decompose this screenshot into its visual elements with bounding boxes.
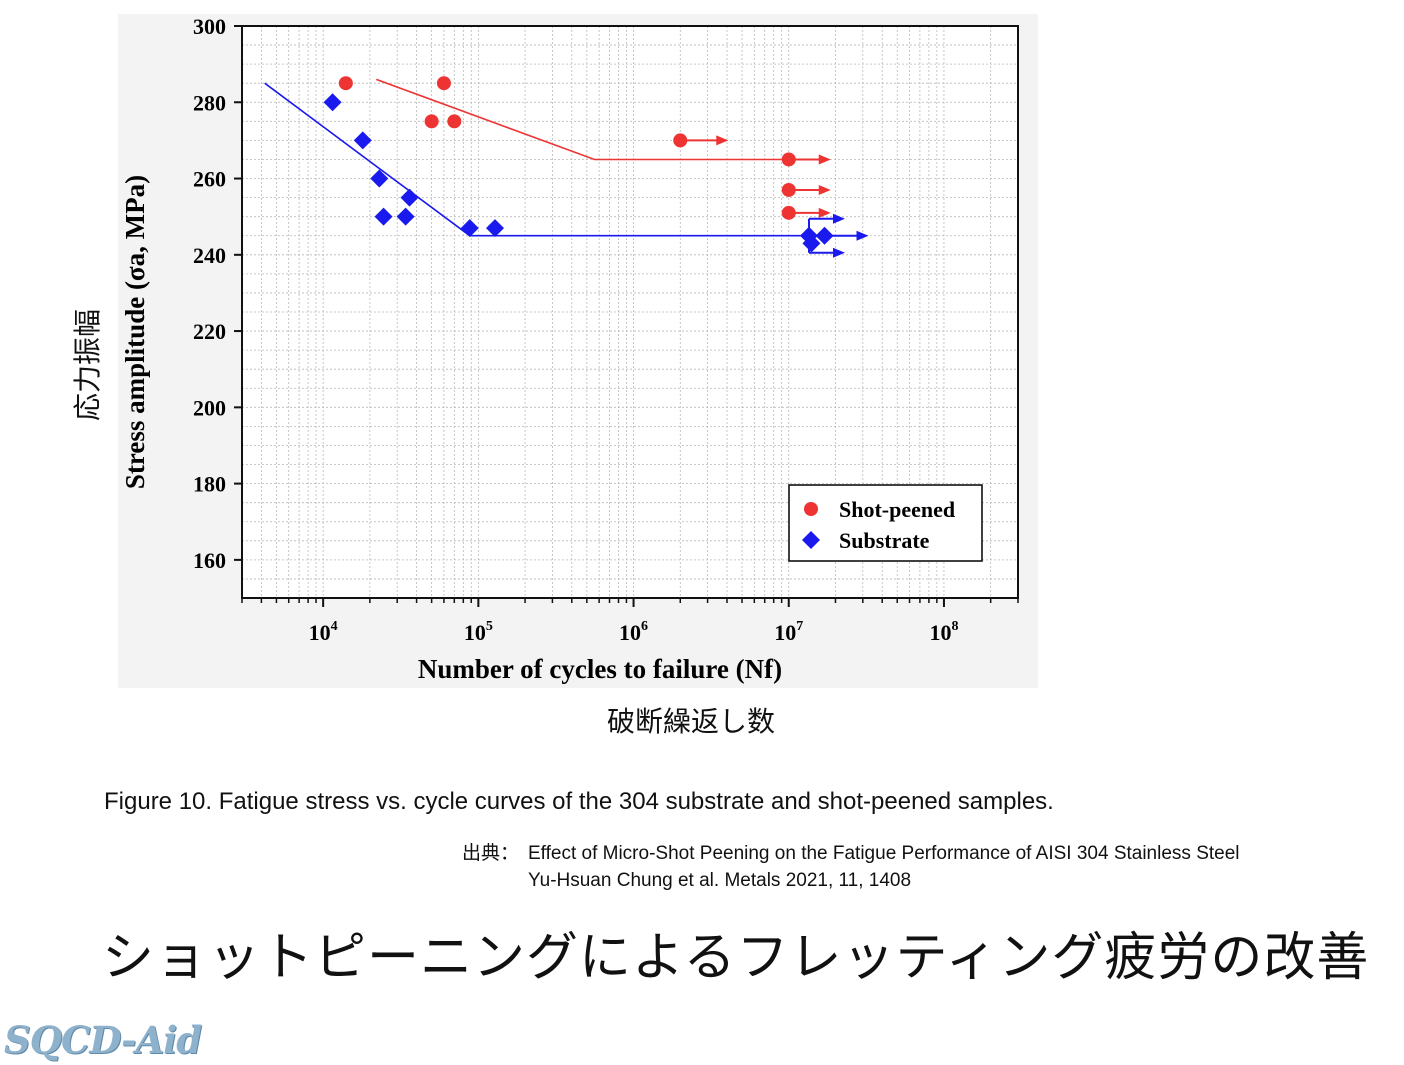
substrate-point (400, 188, 419, 207)
substrate-point (815, 226, 834, 245)
legend-marker-substrate (802, 531, 820, 549)
slide-title: ショットピーニングによるフレッティング疲労の改善 (102, 928, 1370, 988)
source-citation: 出典： Effect of Micro-Shot Peening on the F… (462, 840, 1240, 894)
y-tick-label: 220 (193, 319, 226, 344)
legend-marker-shot-peened (804, 502, 818, 516)
y-tick-label: 200 (193, 395, 226, 420)
shot-peened-point (447, 114, 462, 129)
runout-arrow-head (856, 230, 869, 241)
shot-peened-point (781, 152, 796, 167)
brand-logo: SQCD-Aid (4, 1018, 202, 1062)
substrate-point (460, 219, 479, 238)
x-tick-label: 107 (774, 619, 803, 645)
source-authors: Yu-Hsuan Chung et al. Metals 2021, 11, 1… (528, 870, 912, 891)
y-tick-label: 300 (193, 14, 226, 39)
figure-caption: Figure 10. Fatigue stress vs. cycle curv… (104, 788, 1054, 815)
fit-line-shot-peened (376, 78, 789, 161)
shot-peened-point (673, 133, 688, 148)
y-tick-label: 260 (193, 167, 226, 192)
substrate-point (353, 131, 372, 150)
y-tick-label: 180 (193, 472, 226, 497)
marker-layer (323, 76, 834, 253)
x-axis-japanese-label: 破断繰返し数 (606, 705, 776, 738)
source-paper-title: Effect of Micro-Shot Peening on the Fati… (528, 843, 1240, 864)
y-axis-title: Stress amplitude (σa, MPa) (120, 175, 150, 489)
x-tick-label: 108 (929, 619, 958, 645)
plot-frame (241, 25, 1019, 599)
shot-peened-point (436, 76, 451, 91)
substrate-point (374, 207, 393, 226)
runout-arrow-head (818, 154, 831, 165)
shot-peened-point (781, 205, 796, 220)
source-line-1: 出典： Effect of Micro-Shot Peening on the F… (462, 840, 1240, 867)
grid-layer (241, 25, 1019, 599)
substrate-point (802, 234, 821, 253)
axis-layer: 160 180 200 220 240 260 280 300 104 105 106 107 108 (193, 14, 1019, 645)
substrate-point (485, 219, 504, 238)
substrate-point (396, 207, 415, 226)
y-axis-japanese-label: 応力振幅 (71, 308, 104, 422)
shot-peened-point (338, 76, 353, 91)
runout-arrow-head (832, 247, 845, 258)
legend-label: Shot-peened (839, 497, 955, 522)
x-axis-title: Number of cycles to failure (Nf) (418, 654, 782, 684)
legend-box (788, 484, 983, 562)
x-tick-label: 106 (619, 619, 648, 645)
chart-panel: 160 180 200 220 240 260 280 300 104 105 106 107 108 … (118, 14, 1038, 688)
runout-arrow-head (818, 207, 831, 218)
x-tick-label: 105 (464, 619, 493, 645)
source-prefix: 出典： (462, 843, 520, 864)
runout-arrow-head (832, 213, 845, 224)
runout-arrow-head (818, 184, 831, 195)
y-tick-label: 160 (193, 548, 226, 573)
runout-arrow-head (716, 135, 729, 146)
legend-label: Substrate (839, 528, 930, 553)
shot-peened-point (781, 182, 796, 197)
y-tick-label: 240 (193, 243, 226, 268)
shot-peened-point (424, 114, 439, 129)
legend: Shot-peened Substrate (788, 484, 983, 562)
substrate-point (323, 93, 342, 112)
substrate-point (370, 169, 389, 188)
y-tick-label: 280 (193, 90, 226, 115)
x-tick-label: 104 (309, 619, 338, 645)
